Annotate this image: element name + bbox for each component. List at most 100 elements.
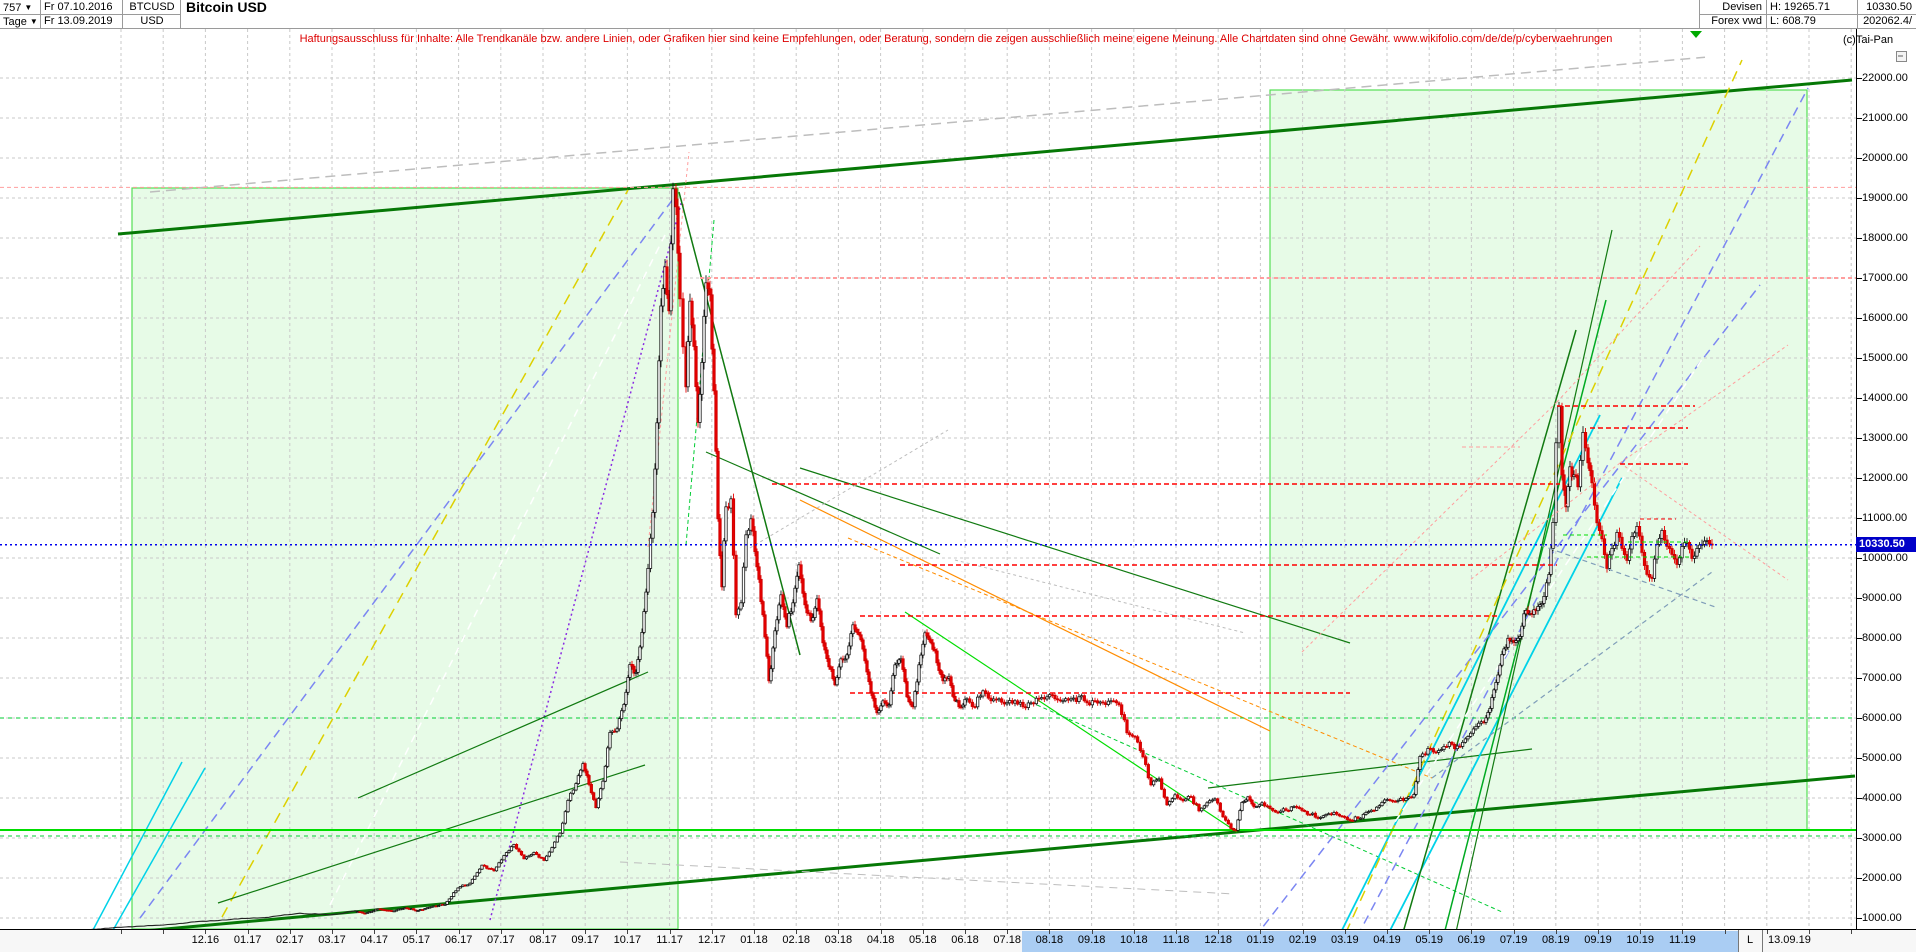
x-axis-label: 07.18	[993, 934, 1021, 946]
x-axis-tick	[1091, 930, 1093, 934]
page-title: Bitcoin USD	[186, 1, 267, 14]
y-axis-tick	[1857, 478, 1862, 479]
x-axis-tick	[922, 930, 924, 934]
y-axis-label: 22000.00	[1862, 72, 1908, 84]
x-axis-label: 05.17	[402, 934, 431, 946]
x-axis-label: 02.19	[1288, 934, 1317, 946]
y-axis-tick	[1857, 518, 1862, 519]
period-dropdown[interactable]: Tage ▼	[3, 16, 38, 28]
x-axis-label: 01.19	[1246, 934, 1275, 946]
x-axis-label: 04.19	[1373, 934, 1401, 946]
y-axis-tick	[1857, 438, 1862, 439]
y-axis-label: 14000.00	[1862, 392, 1908, 404]
x-axis-label: 11.19	[1669, 934, 1696, 946]
chevron-down-icon: ▼	[29, 17, 38, 26]
x-axis-label: 11.18	[1162, 934, 1190, 946]
x-axis-tick	[1007, 930, 1009, 934]
y-axis-tick	[1857, 278, 1862, 279]
x-axis-label: 01.18	[740, 934, 768, 946]
x-axis-tick	[1260, 930, 1262, 934]
x-axis-tick	[289, 930, 291, 934]
date-to-field[interactable]: Fr 13.09.2019	[44, 15, 113, 27]
x-axis-label: 09.17	[571, 934, 599, 946]
x-axis-tick	[627, 930, 629, 934]
x-axis-tick	[205, 930, 207, 934]
y-axis-tick	[1857, 678, 1862, 679]
x-axis-tick	[965, 930, 966, 934]
y-axis-tick	[1857, 398, 1862, 399]
quote-low: L: 608.79	[1770, 15, 1816, 27]
y-axis-label: 18000.00	[1862, 232, 1908, 244]
x-axis-tick	[1471, 930, 1473, 934]
x-axis-divider	[1738, 930, 1739, 952]
quote-volume: 202062.4/	[1863, 15, 1912, 27]
x-axis-tick	[754, 930, 755, 934]
y-axis-label: 12000.00	[1862, 472, 1908, 484]
x-axis-label: 11.17	[656, 934, 683, 946]
y-axis-label: 2000.00	[1862, 872, 1902, 884]
x-axis-label: 07.19	[1499, 934, 1528, 946]
x-axis-label: 06.17	[444, 934, 473, 946]
x-axis-tick	[585, 930, 587, 934]
y-axis-label: 15000.00	[1862, 352, 1908, 364]
x-axis-label: 04.18	[866, 934, 895, 946]
y-axis-tick	[1857, 118, 1862, 119]
x-axis-tick	[543, 930, 544, 934]
x-axis-tick	[880, 930, 882, 934]
x-axis-tick	[1724, 930, 1726, 934]
x-axis-label: 03.18	[824, 934, 853, 946]
x-axis-label: 10.18	[1120, 934, 1148, 946]
x-axis-label: 06.19	[1457, 934, 1486, 946]
y-axis-label: 20000.00	[1862, 152, 1908, 164]
x-axis-label: 12.18	[1204, 934, 1232, 946]
y-axis-label: 17000.00	[1862, 272, 1908, 284]
quote-source-line1: Devisen	[1722, 1, 1762, 13]
current-price-tag: 10330.50	[1856, 537, 1916, 552]
y-axis-tick	[1857, 598, 1862, 599]
chevron-down-icon: ▼	[24, 3, 33, 12]
x-axis-label: 09.18	[1077, 934, 1106, 946]
symbol-cell: BTCUSD	[129, 1, 175, 13]
x-axis-tick	[332, 930, 333, 934]
y-axis-tick	[1857, 758, 1862, 759]
quote-last: 10330.50	[1866, 1, 1912, 13]
price-chart-svg	[0, 29, 1856, 951]
x-axis-label: 12.16	[191, 934, 220, 946]
chart-canvas[interactable]	[0, 29, 1856, 951]
y-axis-price-scale[interactable]: 22000.00 21000.00 20000.00 19000.00 18000.00…	[1856, 29, 1916, 929]
x-axis-label: 07.17	[487, 934, 515, 946]
x-axis-tick	[1344, 930, 1346, 934]
x-axis-tick	[1387, 930, 1388, 934]
x-axis-tick	[1809, 930, 1810, 934]
x-axis-label: 08.17	[529, 934, 557, 946]
x-axis-tick	[1302, 930, 1304, 934]
y-axis-tick	[1857, 718, 1862, 719]
x-axis-label: 10.17	[613, 934, 642, 946]
x-axis-time-scale[interactable]: L 13.09.19 12.16 01.17 02.17 03.17 04.17 05.1…	[0, 929, 1916, 952]
y-axis-tick	[1857, 838, 1862, 839]
bars-count-dropdown[interactable]: 757 ▼	[3, 2, 33, 14]
panel-toggle-icon[interactable]	[1896, 51, 1907, 62]
x-axis-label: 01.17	[233, 934, 262, 946]
y-axis-label: 16000.00	[1862, 312, 1908, 324]
x-axis-tick	[838, 930, 840, 934]
x-axis-label: 06.18	[951, 934, 979, 946]
x-axis-label: 05.19	[1415, 934, 1443, 946]
y-axis-label: 10000.00	[1862, 552, 1908, 564]
x-axis-divider	[1762, 930, 1763, 952]
y-axis-label: 1000.00	[1862, 912, 1902, 924]
y-axis-tick	[1857, 158, 1862, 159]
date-from-field[interactable]: Fr 07.10.2016	[44, 1, 113, 13]
y-axis-label: 11000.00	[1862, 512, 1908, 524]
x-axis-tick	[1513, 930, 1515, 934]
x-axis-tick	[121, 930, 122, 934]
y-axis-label: 6000.00	[1862, 712, 1902, 724]
x-axis-tick	[1682, 930, 1684, 934]
x-axis-tick	[374, 930, 376, 934]
x-axis-label: 12.17	[698, 934, 726, 946]
y-axis-label: 4000.00	[1862, 792, 1902, 804]
y-axis-label: 19000.00	[1862, 192, 1908, 204]
currency-cell: USD	[140, 15, 164, 27]
x-axis-label: 09.19	[1584, 934, 1612, 946]
quote-source-line2: Forex vwd	[1711, 15, 1762, 27]
